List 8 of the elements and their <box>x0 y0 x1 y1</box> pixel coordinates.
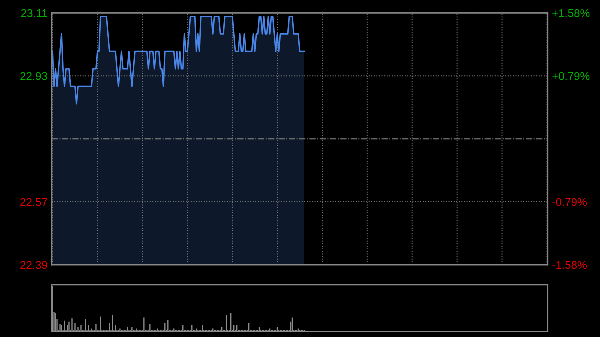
y-tick-label: 22.39 <box>20 261 48 270</box>
y2-tick-label: +0.79% <box>552 72 590 80</box>
y-tick-label: 22.57 <box>20 198 48 206</box>
y2-tick-label: -0.79% <box>552 198 587 206</box>
y-tick-label: 23.11 <box>21 9 48 18</box>
y2-tick-label: -1.58% <box>552 261 587 270</box>
y2-tick-label: +1.58% <box>552 9 590 18</box>
y-tick-label: 22.93 <box>20 72 48 80</box>
